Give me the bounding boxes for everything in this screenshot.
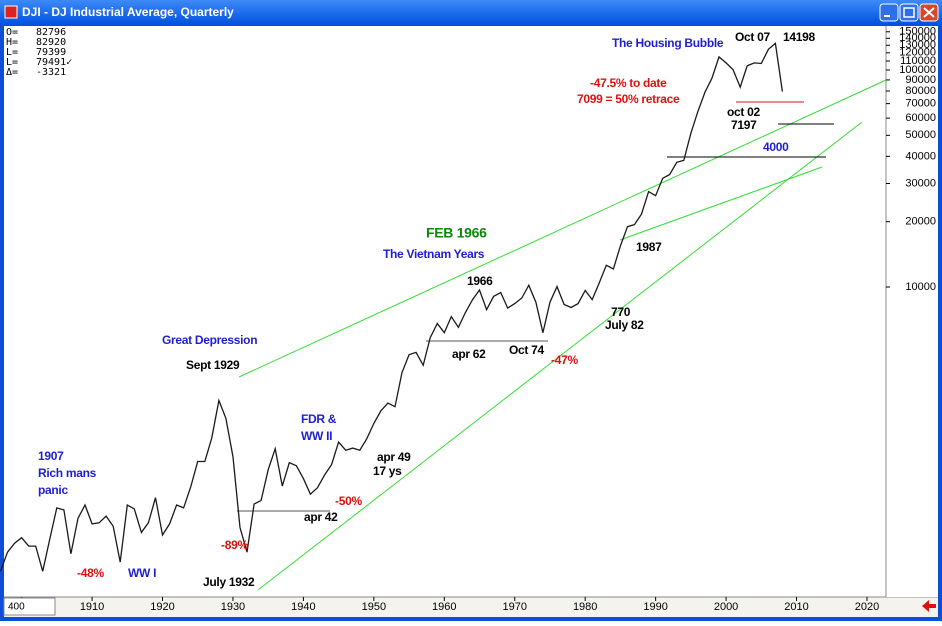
annotation: panic: [38, 483, 68, 497]
annotation: -48%: [77, 566, 104, 580]
scale-box-label: 400: [8, 602, 25, 613]
annotation: 1907: [38, 449, 64, 463]
readout-label: L=: [6, 47, 18, 58]
y-tick-label: 120000: [899, 47, 936, 59]
y-tick-label: 140000: [899, 32, 936, 44]
x-tick-label: 1910: [80, 601, 104, 613]
series-line: [0, 42, 784, 572]
annotation: July 82: [605, 318, 644, 332]
x-tick-label: 1960: [432, 601, 456, 613]
app-icon[interactable]: [4, 5, 18, 19]
readout-label: H=: [6, 37, 18, 48]
annotation: 1966: [467, 274, 493, 288]
readout-value: 82920: [36, 37, 66, 48]
maximize-button[interactable]: [899, 3, 919, 22]
annotation: Oct 74: [509, 343, 545, 357]
x-tick-label: 1990: [643, 601, 667, 613]
annotation: apr 42: [304, 510, 338, 524]
close-icon: [923, 7, 935, 18]
annotation: -47%: [551, 353, 578, 367]
x-tick-label: 1980: [573, 601, 597, 613]
maximize-icon: [903, 7, 915, 18]
annotation: apr 62: [452, 347, 486, 361]
y-axis-panel: [886, 26, 938, 597]
window-title: DJI - DJ Industrial Average, Quarterly: [22, 5, 234, 19]
trend-line: [619, 166, 823, 241]
y-tick-label: 10000: [905, 281, 936, 293]
annotation: Sept 1929: [186, 358, 240, 372]
annotation: 4000: [763, 140, 789, 154]
annotation: The Housing Bubble: [612, 36, 724, 50]
series-layer: [0, 42, 784, 572]
readout-value: 79491✓: [36, 57, 72, 68]
readout-value: 82796: [36, 27, 66, 38]
x-tick-label: 1940: [291, 601, 315, 613]
y-tick-label: 40000: [905, 150, 936, 162]
minimize-button[interactable]: [879, 3, 899, 22]
annotation: WW II: [301, 429, 332, 443]
y-tick-label: 30000: [905, 177, 936, 189]
x-tick-label: 2010: [784, 601, 808, 613]
annotations: The Housing Bubble Oct 07 14198 -47.5% t…: [38, 30, 816, 589]
y-tick-label: 70000: [905, 98, 936, 110]
annotation: FEB 1966: [426, 225, 487, 241]
readout-label: O=: [6, 27, 18, 38]
annotation: 7197: [731, 118, 757, 132]
readout: O= 82796 H= 82920 L= 79399 L= 79491✓ Δ= -3321: [6, 27, 72, 78]
annotation: 770: [611, 305, 631, 319]
annotation: 7099 = 50% retrace: [577, 92, 680, 106]
annotation: 1987: [636, 240, 662, 254]
annotation: apr 49: [377, 450, 411, 464]
y-tick-label: 110000: [900, 55, 936, 67]
trend-line: [257, 121, 863, 591]
x-tick-label: 2020: [855, 601, 879, 613]
y-tick-label: 60000: [905, 112, 936, 124]
x-axis-band: [4, 597, 938, 617]
annotation: WW I: [128, 566, 156, 580]
annotation: July 1932: [203, 575, 255, 589]
annotation: FDR &: [301, 412, 337, 426]
annotation: -89%: [221, 538, 248, 552]
x-tick-label: 1970: [503, 601, 527, 613]
y-tick-label: 150000: [899, 26, 936, 38]
x-tick-label: 2000: [714, 601, 738, 613]
y-tick-label: 80000: [905, 85, 936, 97]
annotation: Oct 07: [735, 30, 771, 44]
annotation: Great Depression: [162, 333, 257, 347]
annotation: oct 02: [727, 105, 761, 119]
scale-box: [3, 597, 56, 616]
annotation: -47.5% to date: [590, 76, 667, 90]
annotation: 17 ys: [373, 464, 402, 478]
annotation: 14198: [783, 30, 815, 44]
title-bar: [0, 0, 942, 25]
y-tick-label: 20000: [905, 216, 936, 228]
trend-lines: [237, 79, 887, 591]
scroll-arrow[interactable]: [922, 600, 936, 612]
annotation: Rich mans: [38, 466, 97, 480]
y-tick-label: 50000: [905, 129, 936, 141]
readout-label: Δ=: [6, 67, 18, 78]
annotation: -50%: [335, 494, 362, 508]
y-tick-label: 100000: [899, 64, 936, 76]
readout-label: L=: [6, 57, 18, 68]
x-tick-label: 1930: [221, 601, 245, 613]
readout-value: 79399: [36, 47, 66, 58]
x-tick-label: 1920: [150, 601, 174, 613]
readout-value: -3321: [36, 67, 66, 78]
trend-line: [238, 79, 887, 378]
y-tick-label: 130000: [899, 39, 936, 51]
x-tick-label: 1950: [362, 601, 386, 613]
annotation: The Vietnam Years: [383, 247, 485, 261]
y-tick-label: 90000: [905, 74, 936, 86]
